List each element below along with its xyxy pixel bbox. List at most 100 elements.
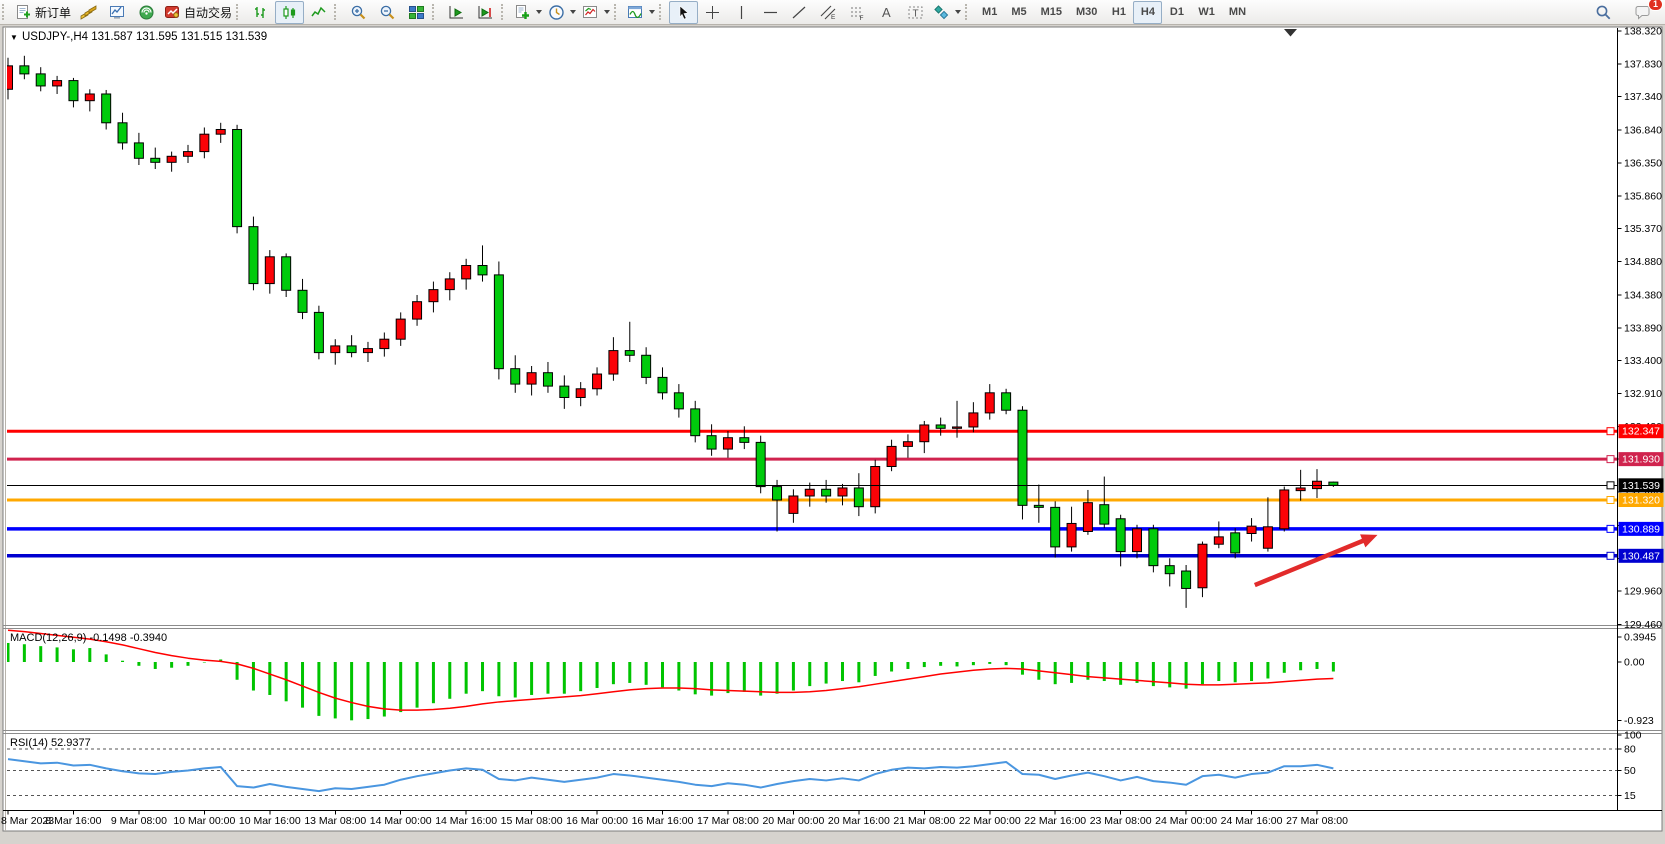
tf-mn-button[interactable]: MN [1222,1,1253,24]
candle-body [919,424,930,443]
candle-body [1099,504,1110,525]
candle-body [1246,525,1257,535]
chart-shift-marker[interactable] [1284,29,1297,37]
macd-tick-label: -0.923 [1624,715,1654,727]
macd-histogram-bar [1250,662,1254,682]
channel-tool-button[interactable]: E [814,1,843,24]
macd-histogram-bar [906,662,910,669]
candle-body [412,301,423,320]
price-badge-label: 130.889 [1622,523,1660,535]
tf-h4-button[interactable]: H4 [1133,0,1163,24]
cursor-tool-button[interactable] [669,0,699,24]
zoom-out-button[interactable] [373,1,402,24]
macd-histogram-bar [366,662,370,720]
time-label: 17 Mar 08:00 [697,815,759,827]
tf-m15-button[interactable]: M15 [1034,1,1069,24]
tf-m5-button[interactable]: M5 [1004,1,1033,24]
time-label: 27 Mar 08:00 [1286,815,1348,827]
chart-title-marker: ▼ [10,33,18,42]
macd-histogram-bar [1004,662,1008,666]
indicators-button[interactable] [624,1,658,24]
line-anchor-square[interactable] [1606,427,1615,436]
zoom-in-button[interactable] [344,1,373,24]
macd-histogram-bar [988,662,992,664]
macd-histogram-bar [121,660,125,662]
arrows-tool-button[interactable] [930,1,964,24]
macd-histogram-bar [595,662,599,688]
candle-chart-mode-button[interactable] [275,0,305,24]
macd-histogram-bar [955,662,959,667]
chart-shift-button[interactable] [471,1,500,24]
price-badge-label: 130.487 [1622,550,1660,562]
tf-m30-button-label: M30 [1076,6,1098,18]
candle-body [281,256,292,291]
periodicity-button[interactable] [545,1,579,24]
notifications-button[interactable]: 1 [1628,0,1663,24]
text-label-tool-button[interactable]: T [901,1,930,24]
trend-arrow[interactable] [1253,536,1370,588]
tf-m1-button[interactable]: M1 [975,1,1004,24]
candle-body [1033,504,1044,508]
auto-scroll-button[interactable] [442,1,471,24]
signals-button[interactable] [132,1,161,24]
line-anchor-square[interactable] [1606,524,1615,533]
price-tick-label: 129.960 [1624,586,1662,598]
tf-d1-button[interactable]: D1 [1162,1,1191,24]
autotrading-button[interactable]: 自动交易 [161,1,235,24]
tf-h1-button[interactable]: H1 [1104,1,1133,24]
tf-w1-button[interactable]: W1 [1191,1,1222,24]
bar-chart-mode-button[interactable] [246,1,275,24]
macd-histogram-bar [268,662,272,695]
main-toolbar: 新订单 自动交易 E F A T M1 M5 M15 M30 H1 H4 D1 W1 MN 1 [0,0,1665,25]
rsi-panel [7,748,1617,796]
new-order-button[interactable]: 新订单 [12,1,74,24]
line-chart-mode-button[interactable] [304,1,333,24]
crosshair-tool-button[interactable] [698,1,727,24]
candle-body [804,488,815,497]
templates-button[interactable] [579,1,613,24]
charts-button[interactable] [74,1,103,24]
candle-body [853,487,864,508]
time-label: 10 Mar 16:00 [239,815,301,827]
fibo-icon: F [851,7,864,21]
candle-body [624,350,635,356]
time-label: 8 Mar 16:00 [45,815,101,827]
time-label: 10 Mar 00:00 [173,815,235,827]
trendline-tool-button[interactable] [785,1,814,24]
macd-histogram-bar [1233,662,1237,683]
time-label: 23 Mar 08:00 [1090,815,1152,827]
macd-tick-label: 0.00 [1624,657,1645,669]
line-anchor-square[interactable] [1606,481,1615,490]
tf-m30-button[interactable]: M30 [1069,1,1104,24]
time-label: 13 Mar 08:00 [304,815,366,827]
line-anchor-square[interactable] [1606,496,1615,504]
rsi-tick-label: 50 [1624,765,1636,777]
line-anchor-square[interactable] [1606,551,1615,560]
price-tick-label: 134.880 [1624,256,1662,268]
line-anchor-square[interactable] [1606,455,1615,464]
tile-windows-button[interactable] [402,1,431,24]
candle-body [510,368,521,385]
new-order-icon [17,4,30,19]
new-chart-button[interactable] [103,1,132,24]
candle-body [166,155,177,163]
fibonacci-tool-button[interactable]: F [843,1,872,24]
candle-body [788,495,799,514]
crosshair-icon [706,5,720,19]
macd-histogram-bar [1184,662,1188,689]
trendline-icon [792,6,806,18]
candle-body [575,388,586,398]
new-order-menu-button[interactable] [511,1,545,24]
chevron-down-icon [604,10,611,14]
vertical-line-tool-button[interactable] [727,1,756,24]
price-tick-label: 137.830 [1624,58,1662,70]
search-button[interactable] [1589,1,1618,24]
macd-histogram-bar [1299,662,1303,671]
candle-body [477,265,488,276]
candle-body [1213,536,1224,545]
text-tool-button[interactable]: A [872,1,901,24]
horizontal-line-tool-button[interactable] [756,1,785,24]
candle-body [1197,543,1208,589]
chevron-down-icon [955,10,962,14]
